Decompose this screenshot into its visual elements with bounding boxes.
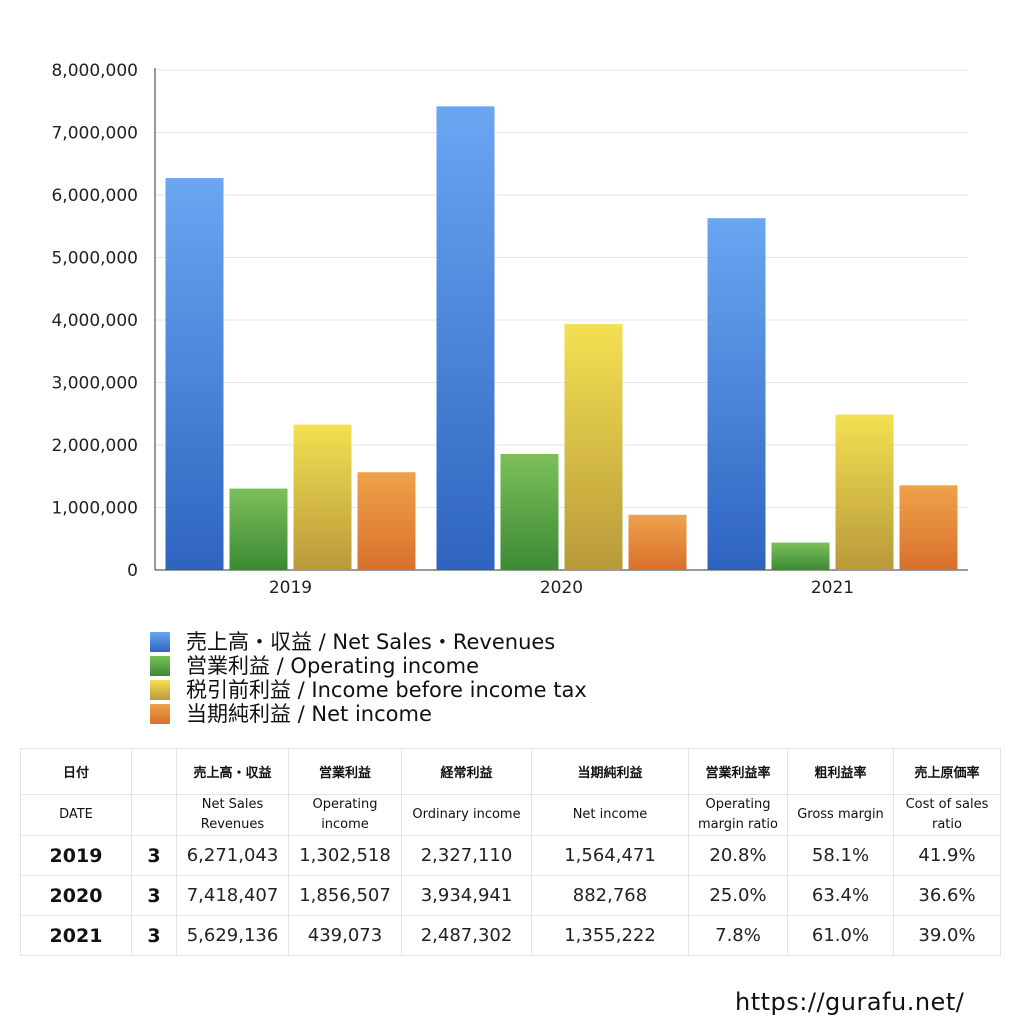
y-tick-label: 1,000,000 <box>51 499 138 519</box>
header-en-gross-margin: Gross margin <box>787 794 894 836</box>
cell-net-income: 1,355,222 <box>531 915 689 956</box>
cell-month: 3 <box>131 915 177 956</box>
y-tick-label: 4,000,000 <box>51 311 138 331</box>
cell-net-sales: 7,418,407 <box>176 875 289 916</box>
bar-income-before-tax-2020 <box>564 324 623 570</box>
cell-year: 2019 <box>20 835 132 876</box>
bar-operating-income-2021 <box>771 542 830 570</box>
header-jp-operating-income: 営業利益 <box>288 748 402 795</box>
bar-operating-income-2020 <box>500 453 559 570</box>
cell-operating-margin: 25.0% <box>688 875 788 916</box>
header-en-operating-income: Operating income <box>288 794 402 836</box>
header-jp-net-sales: 売上高・収益 <box>176 748 289 795</box>
legend-swatch-net-sales <box>150 632 170 652</box>
legend-item-operating-income: 営業利益 / Operating income <box>150 654 850 678</box>
header-jp-cost-of-sales: 売上原価率 <box>893 748 1001 795</box>
y-tick-label: 5,000,000 <box>51 249 138 269</box>
bar-net-sales-2020 <box>436 106 495 571</box>
y-tick-label: 7,000,000 <box>51 124 138 144</box>
site-url: https://gurafu.net/ <box>735 988 965 1016</box>
cell-net-sales: 6,271,043 <box>176 835 289 876</box>
table-row: 2020 3 7,418,407 1,856,507 3,934,941 882… <box>20 875 1001 916</box>
legend-label-net-sales: 売上高・収益 / Net Sales・Revenues <box>186 630 556 654</box>
cell-month: 3 <box>131 875 177 916</box>
cell-operating-margin: 20.8% <box>688 835 788 876</box>
header-en-net-sales: Net Sales Revenues <box>176 794 289 836</box>
x-tick-label: 2021 <box>811 578 854 598</box>
cell-month: 3 <box>131 835 177 876</box>
cell-ordinary-income: 2,487,302 <box>401 915 532 956</box>
legend-item-income-before-tax: 税引前利益 / Income before income tax <box>150 678 850 702</box>
cell-year: 2020 <box>20 875 132 916</box>
legend-label-net-income: 当期純利益 / Net income <box>186 702 432 726</box>
header-en-month <box>131 794 177 836</box>
x-tick-label: 2020 <box>540 578 583 598</box>
cell-gross-margin: 61.0% <box>787 915 894 956</box>
cell-year: 2021 <box>20 915 132 956</box>
header-en-cost-of-sales: Cost of sales ratio <box>893 794 1001 836</box>
legend-swatch-income-before-tax <box>150 680 170 700</box>
x-tick-label: 2019 <box>269 578 312 598</box>
cell-net-income: 882,768 <box>531 875 689 916</box>
header-en-date: DATE <box>20 794 132 836</box>
cell-cost-of-sales: 39.0% <box>893 915 1001 956</box>
cell-cost-of-sales: 36.6% <box>893 875 1001 916</box>
cell-gross-margin: 58.1% <box>787 835 894 876</box>
legend-swatch-operating-income <box>150 656 170 676</box>
cell-operating-income: 1,302,518 <box>288 835 402 876</box>
legend-label-income-before-tax: 税引前利益 / Income before income tax <box>186 678 587 702</box>
header-en-ordinary-income: Ordinary income <box>401 794 532 836</box>
legend-swatch-net-income <box>150 704 170 724</box>
header-en-net-income: Net income <box>531 794 689 836</box>
bar-net-sales-2019 <box>165 178 224 570</box>
bar-chart: 0 1,000,000 2,000,000 3,000,000 4,000,000 5,0… <box>51 61 968 598</box>
y-tick-label: 8,000,000 <box>51 61 138 81</box>
cell-ordinary-income: 2,327,110 <box>401 835 532 876</box>
cell-operating-income: 439,073 <box>288 915 402 956</box>
header-jp-month <box>131 748 177 795</box>
cell-operating-income: 1,856,507 <box>288 875 402 916</box>
cell-cost-of-sales: 41.9% <box>893 835 1001 876</box>
financial-table: 日付 売上高・収益 営業利益 経常利益 当期純利益 営業利益率 粗利益率 売上原… <box>20 748 1001 956</box>
table-header-en: DATE Net Sales Revenues Operating income O… <box>20 794 1001 836</box>
y-tick-label: 0 <box>127 561 138 581</box>
table-row: 2019 3 6,271,043 1,302,518 2,327,110 1,5… <box>20 835 1001 876</box>
legend-item-net-sales: 売上高・収益 / Net Sales・Revenues <box>150 630 850 654</box>
header-jp-ordinary-income: 経常利益 <box>401 748 532 795</box>
legend-label-operating-income: 営業利益 / Operating income <box>186 654 480 678</box>
y-tick-label: 2,000,000 <box>51 436 138 456</box>
header-jp-operating-margin: 営業利益率 <box>688 748 788 795</box>
bar-income-before-tax-2021 <box>835 414 894 570</box>
table-row: 2021 3 5,629,136 439,073 2,487,302 1,355… <box>20 915 1001 956</box>
bar-operating-income-2019 <box>229 488 288 570</box>
cell-ordinary-income: 3,934,941 <box>401 875 532 916</box>
cell-operating-margin: 7.8% <box>688 915 788 956</box>
header-jp-date: 日付 <box>20 748 132 795</box>
bar-net-income-2021 <box>899 485 958 570</box>
table-header-jp: 日付 売上高・収益 営業利益 経常利益 当期純利益 営業利益率 粗利益率 売上原… <box>20 748 1001 795</box>
header-jp-net-income: 当期純利益 <box>531 748 689 795</box>
legend-item-net-income: 当期純利益 / Net income <box>150 702 850 726</box>
chart-legend: 売上高・収益 / Net Sales・Revenues 営業利益 / Opera… <box>150 630 850 726</box>
cell-net-income: 1,564,471 <box>531 835 689 876</box>
y-tick-label: 3,000,000 <box>51 374 138 394</box>
bar-net-income-2020 <box>628 514 687 570</box>
header-en-operating-margin: Operating margin ratio <box>688 794 788 836</box>
cell-net-sales: 5,629,136 <box>176 915 289 956</box>
header-jp-gross-margin: 粗利益率 <box>787 748 894 795</box>
bar-net-income-2019 <box>357 472 416 570</box>
y-tick-label: 6,000,000 <box>51 186 138 206</box>
bar-net-sales-2021 <box>707 218 766 570</box>
cell-gross-margin: 63.4% <box>787 875 894 916</box>
bar-income-before-tax-2019 <box>293 424 352 570</box>
